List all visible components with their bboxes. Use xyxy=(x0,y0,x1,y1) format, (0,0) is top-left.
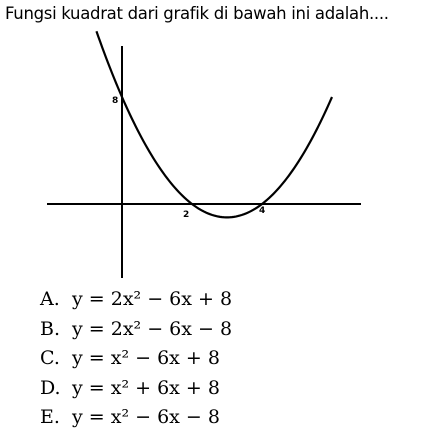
option-equation: y = x² − 6x − 8 xyxy=(72,406,220,428)
option-letter: B. xyxy=(40,317,61,340)
parabola-graph: 8 2 4 xyxy=(47,30,361,278)
option-e[interactable]: E. y = x² − 6x − 8 xyxy=(40,403,232,433)
question-text: Fungsi kuadrat dari grafik di bawah ini … xyxy=(5,4,389,23)
option-c[interactable]: C. y = x² − 6x + 8 xyxy=(40,344,232,374)
option-equation: y = x² + 6x + 8 xyxy=(72,376,220,399)
root1-label: 2 xyxy=(183,210,189,220)
answer-options: A. y = 2x² − 6x + 8 B. y = 2x² − 6x − 8 … xyxy=(40,285,232,433)
option-a[interactable]: A. y = 2x² − 6x + 8 xyxy=(40,285,232,315)
option-letter: A. xyxy=(40,288,60,310)
option-letter: D. xyxy=(40,376,61,399)
option-letter: C. xyxy=(40,347,60,369)
option-letter: E. xyxy=(40,406,60,428)
root2-label: 4 xyxy=(259,206,265,216)
option-equation: y = 2x² − 6x + 8 xyxy=(72,288,233,310)
option-equation: y = 2x² − 6x − 8 xyxy=(72,317,233,340)
parabola-curve xyxy=(95,30,334,219)
option-equation: y = x² − 6x + 8 xyxy=(72,347,220,369)
y-intercept-label: 8 xyxy=(112,96,118,106)
option-b[interactable]: B. y = 2x² − 6x − 8 xyxy=(40,315,232,345)
option-d[interactable]: D. y = x² + 6x + 8 xyxy=(40,374,232,404)
